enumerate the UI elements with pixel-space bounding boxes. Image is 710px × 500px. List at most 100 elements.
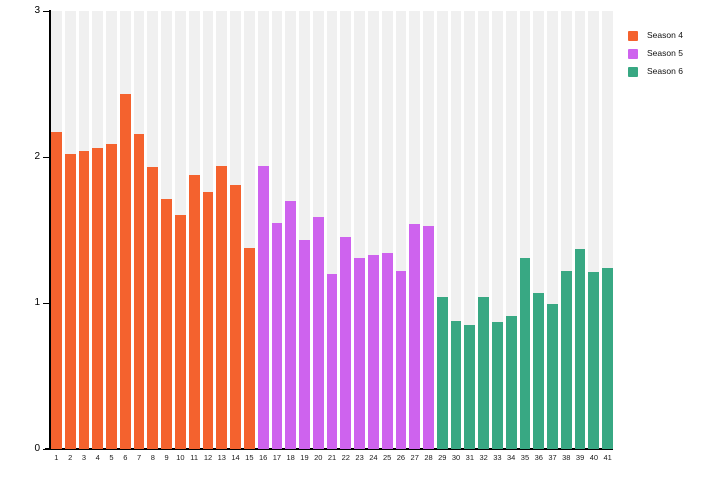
legend-item-season-5[interactable]: Season 5 [628,48,683,59]
x-tick-label: 28 [424,453,433,462]
bar-slot: 20 [312,11,324,462]
y-tick [43,448,49,450]
bar-slot: 31 [464,11,476,462]
bar-slot: 1 [51,11,62,462]
bar-slot: 3 [78,11,90,462]
x-tick-label: 26 [396,453,406,462]
bar-slot: 27 [409,11,421,462]
bar-slot: 37 [547,11,558,462]
bar-41[interactable] [602,267,614,449]
bar-21[interactable] [326,273,338,449]
bar-31[interactable] [464,324,476,449]
bar-slot: 40 [588,11,600,462]
bar-slot: 23 [354,11,365,462]
bar-18[interactable] [285,200,297,449]
bar-slot: 38 [560,11,572,462]
bar-27[interactable] [409,224,421,449]
x-tick-label: 24 [369,453,378,462]
x-tick-label: 2 [68,453,73,462]
plot-area: 1 2 3 4 5 6 7 8 9 10 11 12 13 14 15 16 17 18 19 20 21 22 23 24 2… [51,11,614,462]
bar-10[interactable] [175,215,186,449]
x-tick-label: 4 [95,453,100,462]
bar-38[interactable] [560,270,572,449]
bar-slot: 10 [175,11,186,462]
bar-37[interactable] [547,304,558,449]
bar-24[interactable] [367,254,379,449]
x-tick-label: 9 [164,453,169,462]
bar-19[interactable] [299,240,310,449]
bar-7[interactable] [133,133,145,449]
bar-slot: 34 [505,11,517,462]
bar-slot: 9 [161,11,173,462]
bar-slot: 19 [299,11,310,462]
legend-label: Season 5 [647,48,683,58]
x-tick-label: 39 [575,453,585,462]
x-tick-label: 34 [507,453,516,462]
bar-14[interactable] [230,184,241,449]
bar-36[interactable] [533,292,545,449]
bar-slot: 28 [423,11,434,462]
bar-8[interactable] [147,167,159,449]
bar-13[interactable] [216,165,228,449]
bar-39[interactable] [574,248,586,449]
bar-16[interactable] [257,165,269,449]
x-tick-label: 38 [562,453,571,462]
bar-23[interactable] [354,257,365,449]
bar-slot: 35 [519,11,531,462]
x-tick-label: 40 [589,453,599,462]
bar-17[interactable] [271,222,283,449]
legend-item-season-6[interactable]: Season 6 [628,66,683,77]
bar-22[interactable] [340,237,352,449]
bar-5[interactable] [106,143,117,449]
bar-26[interactable] [395,270,407,449]
legend: Season 4 Season 5 Season 6 [628,30,683,84]
x-tick-label: 14 [231,453,240,462]
legend-item-season-4[interactable]: Season 4 [628,30,683,41]
bar-32[interactable] [478,297,489,449]
bar-40[interactable] [588,272,600,449]
x-tick-label: 18 [286,453,295,462]
bar-35[interactable] [519,257,531,449]
bar-slot: 18 [285,11,297,462]
x-tick-label: 19 [300,453,309,462]
y-tick-label: 3 [34,5,40,16]
legend-swatch-icon [628,66,638,77]
bar-4[interactable] [92,148,104,449]
bar-34[interactable] [505,316,517,449]
y-axis-line [49,10,51,450]
x-tick-label: 8 [150,453,155,462]
x-tick-label: 35 [520,453,530,462]
x-tick-label: 31 [465,453,474,462]
bar-30[interactable] [450,320,462,449]
x-tick-label: 36 [534,453,543,462]
bar-33[interactable] [492,321,503,449]
y-tick [43,10,49,12]
bar-slot: 8 [147,11,159,462]
y-tick [43,156,49,158]
bar-25[interactable] [381,253,393,449]
bar-slot: 32 [478,11,489,462]
x-tick-label: 30 [451,453,461,462]
bar-slot: 26 [395,11,407,462]
bar-1[interactable] [51,132,62,449]
bar-29[interactable] [436,297,448,449]
x-tick-label: 7 [136,453,142,462]
bar-slot: 33 [492,11,503,462]
bar-3[interactable] [78,151,90,449]
x-tick-label: 12 [203,453,213,462]
bar-slot: 30 [450,11,462,462]
bar-28[interactable] [423,225,434,449]
bar-9[interactable] [161,199,173,449]
bar-11[interactable] [188,174,200,449]
legend-label: Season 4 [647,30,683,40]
legend-label: Season 6 [647,66,683,76]
bar-15[interactable] [243,247,255,449]
bar-slot: 14 [230,11,241,462]
x-tick-label: 1 [54,453,59,462]
bar-slot: 24 [367,11,379,462]
bar-2[interactable] [64,154,76,449]
bar-6[interactable] [119,94,131,449]
bar-20[interactable] [312,216,324,449]
bar-slot: 36 [533,11,545,462]
bar-12[interactable] [202,192,214,449]
